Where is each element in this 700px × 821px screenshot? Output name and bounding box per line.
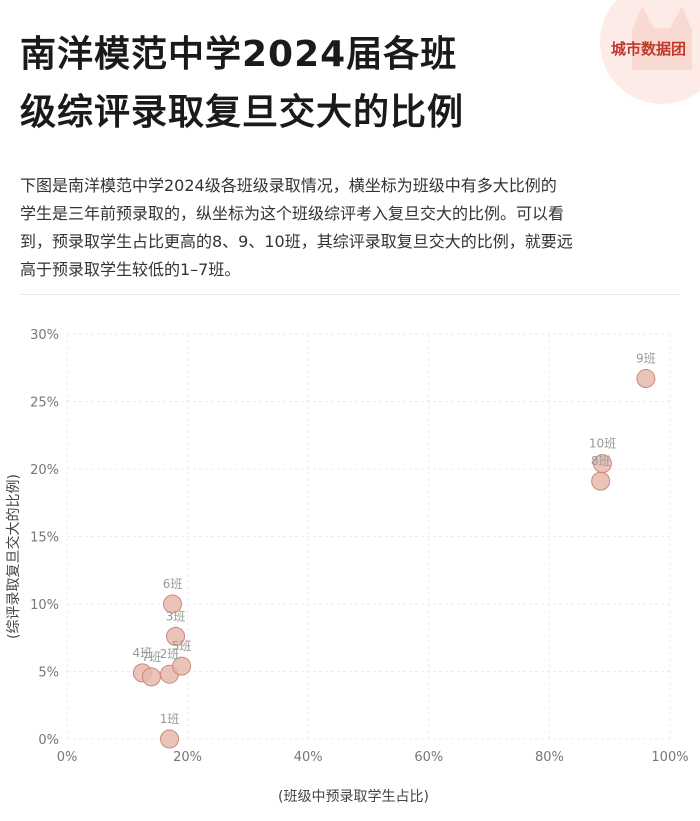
point-label: 2班 bbox=[160, 647, 180, 661]
description-line: 下图是南洋模范中学2024级各班级录取情况，横坐标为班级中有多大比例的 bbox=[20, 176, 557, 195]
axis-ticks: 0% 20% 40% 60% 80% 100% 0% 5% 10% 15% 20% 25% 30% bbox=[30, 328, 688, 765]
page-title: 南洋模范中学2024届各班 级综评录取复旦交大的比例 bbox=[20, 26, 580, 142]
data-points bbox=[132, 369, 656, 749]
point-labels: 1班 2班 3班 4班 5班 6班 7班 8班 9班 10班 bbox=[133, 352, 656, 726]
description-line: 到，预录取学生占比更高的8、9、10班，其综评录取复旦交大的比例，就要远 bbox=[20, 232, 573, 251]
data-point bbox=[592, 454, 612, 474]
scatter-chart: 0% 20% 40% 60% 80% 100% 0% 5% 10% 15% 20% 25% 30% 1班… bbox=[5, 328, 689, 805]
y-tick-label: 5% bbox=[38, 666, 59, 681]
y-tick-label: 20% bbox=[30, 463, 59, 478]
y-tick-label: 0% bbox=[38, 733, 59, 748]
point-label: 6班 bbox=[163, 577, 183, 591]
divider bbox=[20, 294, 680, 295]
point-label: 8班 bbox=[591, 454, 611, 468]
brand-logo: 城市数据团 bbox=[570, 0, 700, 110]
brand-name: 城市数据团 bbox=[610, 40, 686, 58]
description-line: 高于预录取学生较低的1–7班。 bbox=[20, 260, 241, 279]
data-point bbox=[166, 626, 186, 646]
y-tick-label: 30% bbox=[30, 328, 59, 343]
y-tick-label: 10% bbox=[30, 598, 59, 613]
point-label: 3班 bbox=[166, 609, 186, 623]
data-point bbox=[163, 594, 183, 614]
data-point bbox=[160, 729, 180, 749]
x-tick-label: 60% bbox=[414, 750, 443, 765]
point-label: 4班 bbox=[133, 646, 153, 660]
x-tick-label: 100% bbox=[651, 750, 688, 765]
x-tick-label: 20% bbox=[173, 750, 202, 765]
point-label: 5班 bbox=[172, 639, 192, 653]
point-label: 10班 bbox=[589, 437, 616, 451]
x-tick-label: 80% bbox=[535, 750, 564, 765]
x-tick-label: 0% bbox=[57, 750, 78, 765]
title-line-2: 级综评录取复旦交大的比例 bbox=[20, 92, 465, 133]
y-tick-label: 25% bbox=[30, 396, 59, 411]
y-axis-label: (综评录取复旦交大的比例) bbox=[5, 474, 22, 639]
title-line-1: 南洋模范中学2024届各班 bbox=[20, 34, 458, 75]
point-label: 9班 bbox=[636, 352, 656, 366]
point-label: 1班 bbox=[160, 712, 180, 726]
description: 下图是南洋模范中学2024级各班级录取情况，横坐标为班级中有多大比例的 学生是三… bbox=[20, 172, 680, 284]
data-point bbox=[141, 667, 161, 687]
brand-badge-icon bbox=[600, 0, 700, 104]
point-label: 7班 bbox=[142, 650, 162, 664]
data-point bbox=[636, 369, 656, 389]
data-point bbox=[172, 656, 192, 676]
y-tick-label: 15% bbox=[30, 531, 59, 546]
description-line: 学生是三年前预录取的，纵坐标为这个班级综评考入复旦交大的比例。可以看 bbox=[20, 204, 565, 223]
x-tick-label: 40% bbox=[294, 750, 323, 765]
x-axis-label: (班级中预录取学生占比) bbox=[278, 789, 429, 805]
data-point bbox=[591, 471, 611, 491]
